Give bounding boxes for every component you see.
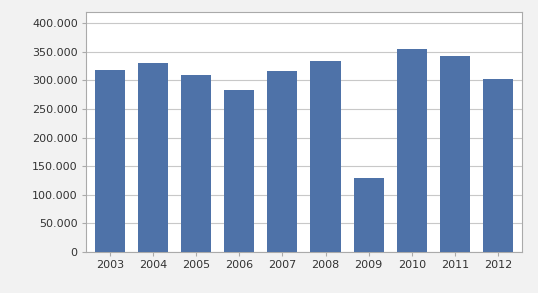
Bar — [310, 61, 341, 252]
Bar — [181, 75, 211, 252]
Bar — [267, 71, 298, 252]
Bar — [224, 90, 254, 252]
Bar — [95, 70, 125, 252]
Bar — [397, 49, 427, 252]
Bar — [353, 178, 384, 252]
Bar — [138, 63, 168, 252]
Bar — [440, 56, 470, 252]
Bar — [483, 79, 513, 252]
